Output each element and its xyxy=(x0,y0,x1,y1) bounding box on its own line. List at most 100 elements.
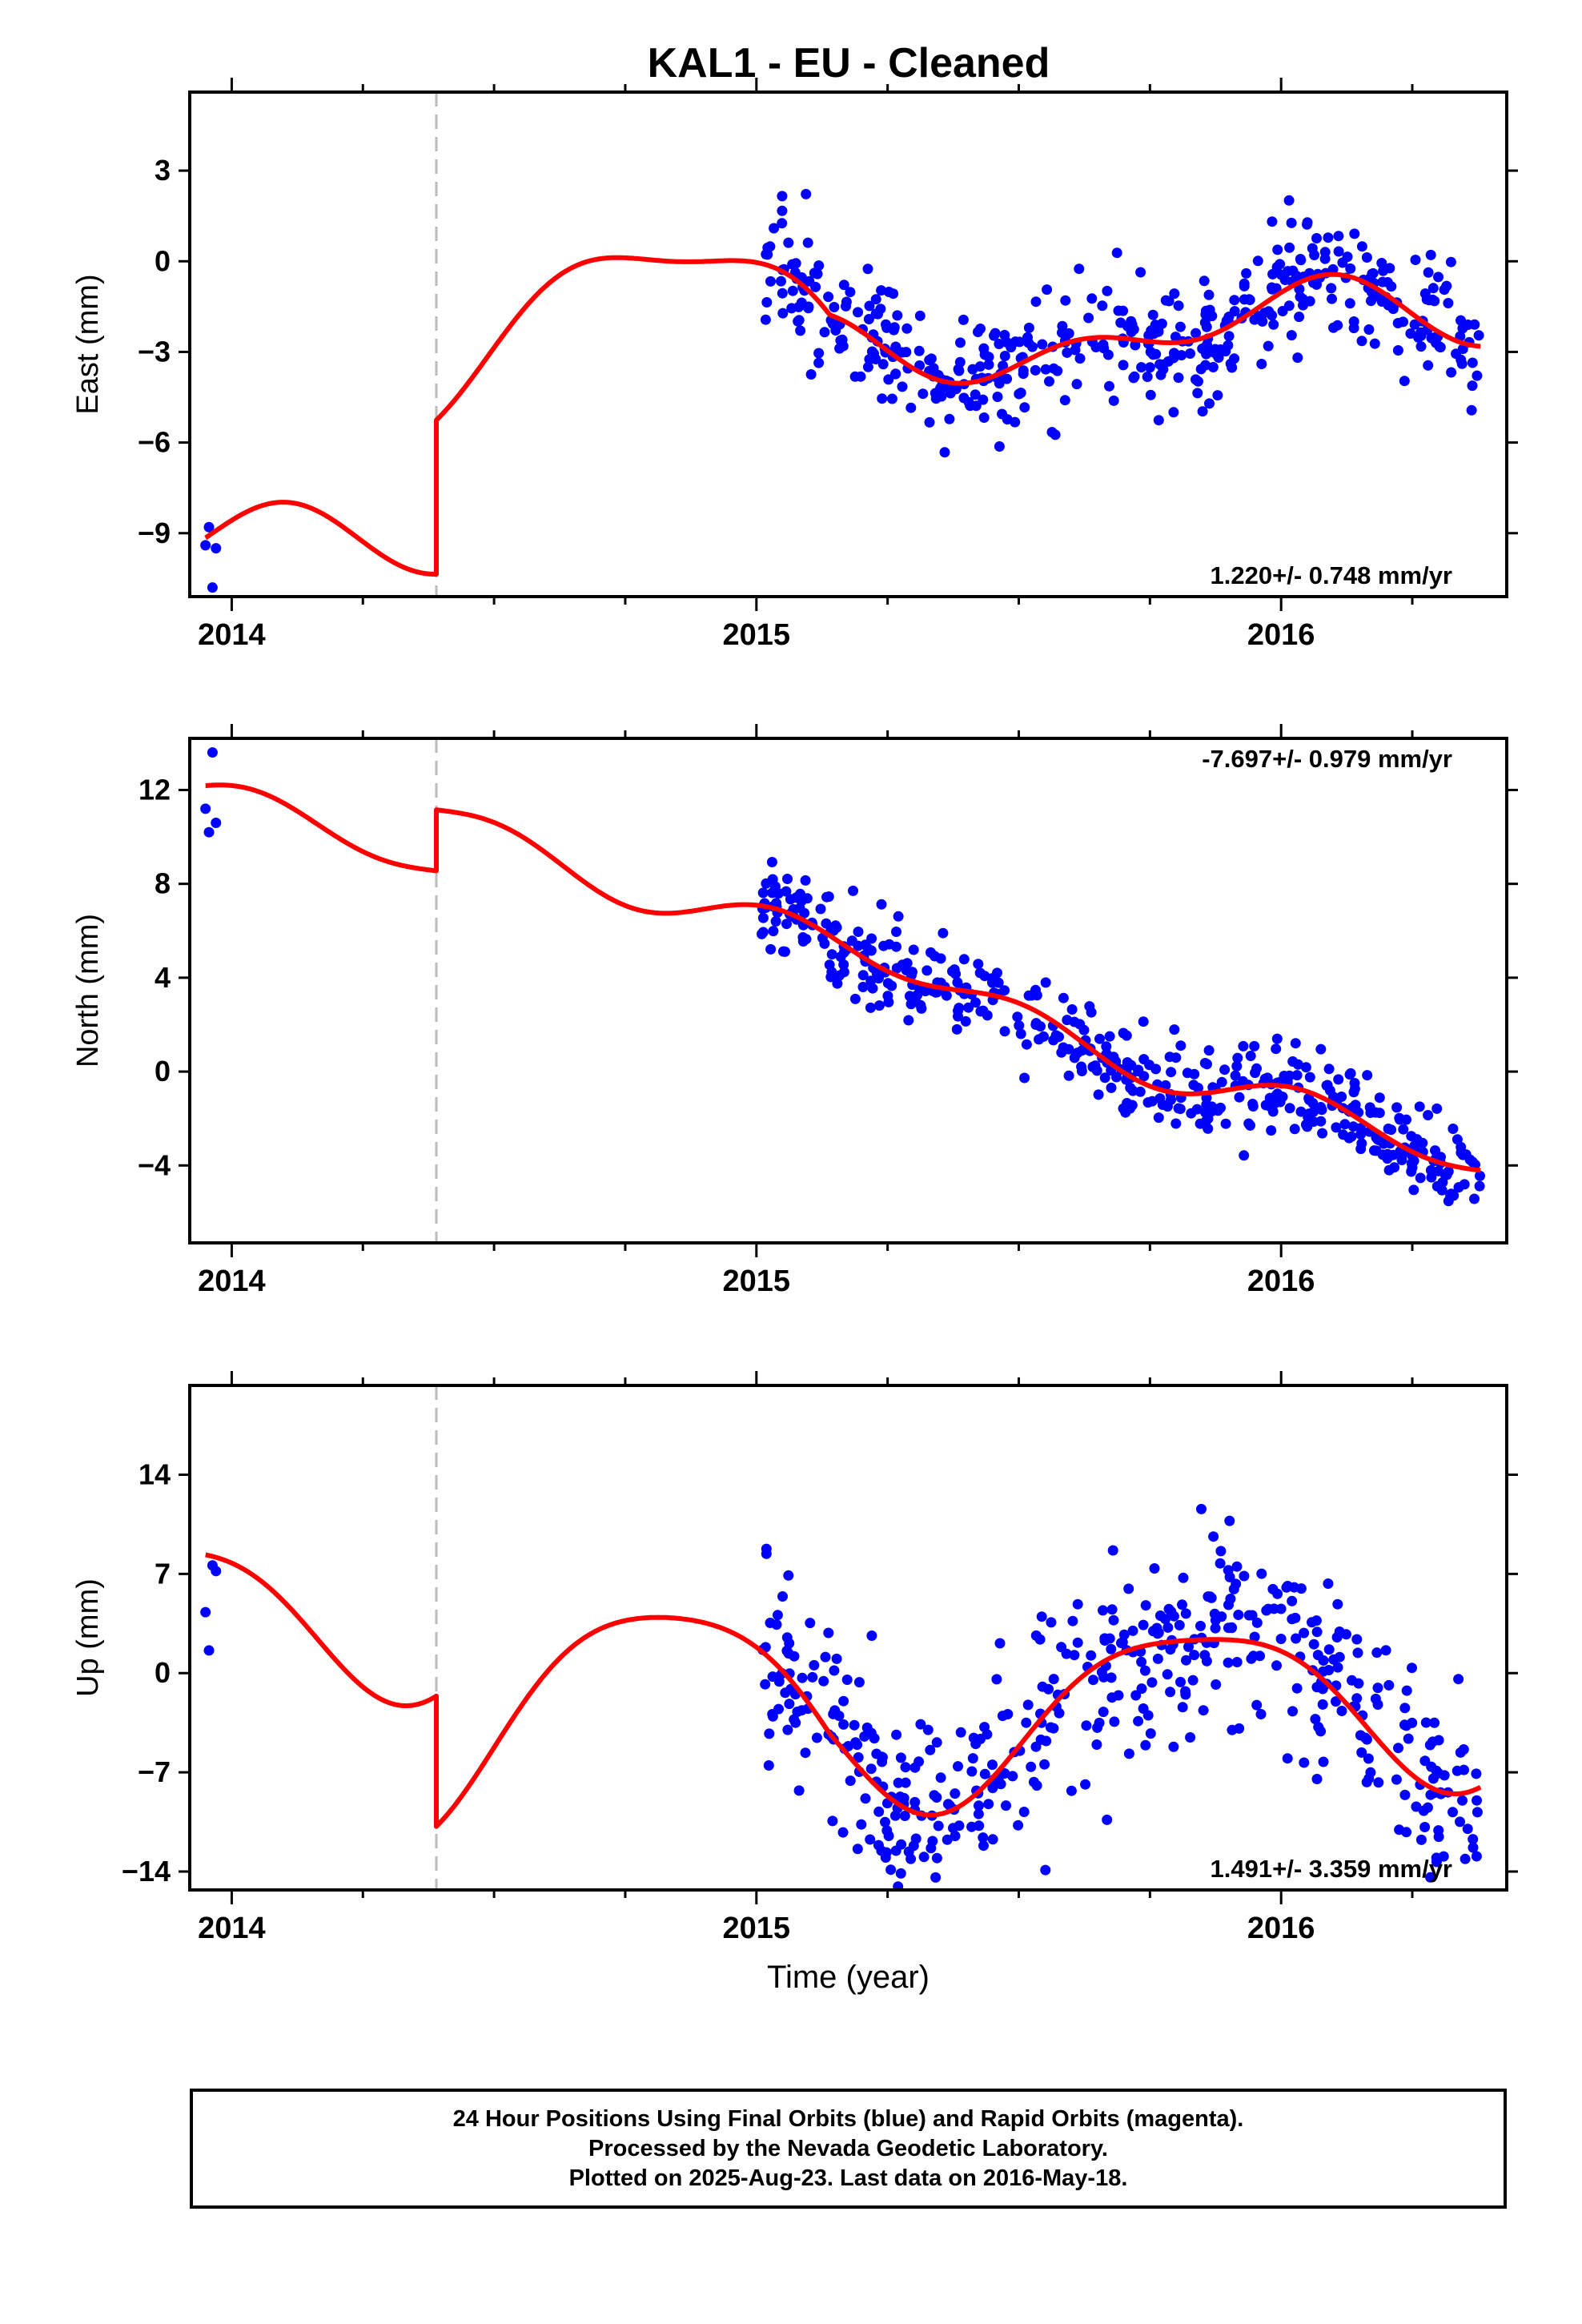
data-point xyxy=(1369,1145,1379,1156)
data-point xyxy=(900,1777,911,1788)
data-point xyxy=(1247,1099,1259,1109)
data-point xyxy=(1083,312,1094,324)
data-point xyxy=(1434,341,1445,352)
data-point xyxy=(987,1759,998,1771)
data-point xyxy=(1040,364,1051,375)
data-point xyxy=(1180,1608,1191,1619)
data-point xyxy=(893,911,904,922)
data-point xyxy=(1286,217,1297,228)
data-point xyxy=(1443,298,1454,308)
data-point xyxy=(974,1800,984,1811)
data-point xyxy=(1034,1034,1045,1045)
data-point xyxy=(1106,1082,1117,1093)
data-point xyxy=(1168,407,1179,418)
data-point xyxy=(903,1015,914,1026)
data-point xyxy=(1229,295,1240,306)
data-point xyxy=(1037,339,1048,350)
y-tick-label: 0 xyxy=(155,1656,171,1689)
data-point xyxy=(1433,1767,1444,1779)
data-point xyxy=(1423,1110,1434,1120)
data-point xyxy=(1164,1051,1175,1063)
data-point xyxy=(983,1799,994,1810)
data-point xyxy=(1308,1106,1319,1117)
data-point xyxy=(1203,1045,1215,1056)
data-point xyxy=(1410,255,1421,265)
data-point xyxy=(1317,1699,1328,1710)
data-point xyxy=(1456,358,1468,369)
data-point xyxy=(1361,1734,1372,1745)
footer-line-1: 24 Hour Positions Using Final Orbits (bl… xyxy=(452,2105,1244,2132)
data-point xyxy=(1308,1638,1319,1650)
data-point xyxy=(1341,1629,1351,1640)
data-point xyxy=(1370,1693,1381,1704)
data-point xyxy=(841,296,852,308)
data-point xyxy=(1128,324,1139,335)
data-point xyxy=(1130,1690,1142,1701)
data-point xyxy=(1374,1108,1385,1119)
data-point xyxy=(1019,402,1030,413)
data-point xyxy=(986,973,998,984)
data-point xyxy=(1271,1043,1282,1055)
data-point xyxy=(1259,308,1270,319)
data-point xyxy=(1287,1056,1299,1067)
data-point xyxy=(916,1003,927,1014)
data-point xyxy=(777,287,788,299)
data-point xyxy=(1099,1072,1110,1084)
data-point xyxy=(1241,267,1252,279)
data-point xyxy=(1224,1515,1235,1526)
data-point xyxy=(1231,1657,1243,1667)
data-point xyxy=(1287,1706,1298,1717)
data-point xyxy=(1282,1753,1293,1764)
data-point xyxy=(1166,1067,1177,1078)
data-point xyxy=(978,394,989,405)
data-point xyxy=(1426,332,1437,344)
data-point xyxy=(1406,1131,1417,1142)
data-point xyxy=(1202,1059,1212,1070)
data-point xyxy=(1108,395,1119,406)
data-point xyxy=(211,817,222,828)
data-point xyxy=(999,1026,1010,1037)
data-point xyxy=(1351,1634,1363,1645)
data-point xyxy=(1030,296,1042,308)
data-point xyxy=(999,985,1010,996)
data-point xyxy=(1127,1625,1138,1636)
data-point xyxy=(873,1000,885,1011)
data-point xyxy=(1295,255,1307,266)
data-point xyxy=(837,340,849,352)
data-point xyxy=(1467,380,1478,392)
data-points-north xyxy=(200,747,1485,1207)
data-point xyxy=(953,1011,963,1022)
model-curve-east xyxy=(203,255,1481,577)
data-point xyxy=(889,322,900,333)
data-point xyxy=(866,1630,877,1641)
data-point xyxy=(1091,1065,1102,1076)
data-point xyxy=(1333,246,1344,257)
data-point xyxy=(893,1881,904,1890)
data-point xyxy=(970,997,981,1008)
data-point xyxy=(891,1729,902,1740)
chart-title: KAL1 - EU - Cleaned xyxy=(648,40,1050,86)
data-point xyxy=(1356,336,1367,347)
data-point xyxy=(211,543,222,554)
data-point xyxy=(908,944,919,955)
data-point xyxy=(1255,1709,1267,1719)
data-point xyxy=(1170,1118,1182,1129)
data-point xyxy=(979,1768,990,1779)
y-tick-label: 0 xyxy=(155,1055,171,1088)
data-point xyxy=(1462,1823,1473,1835)
data-point xyxy=(797,936,809,947)
data-point xyxy=(1136,362,1147,373)
data-point xyxy=(1232,1052,1243,1063)
y-axis-label: North (mm) xyxy=(71,914,105,1068)
data-point xyxy=(1189,1650,1200,1661)
data-point xyxy=(777,218,788,229)
data-point xyxy=(1030,364,1041,376)
data-point xyxy=(1275,1096,1286,1108)
data-point xyxy=(1074,353,1086,364)
data-point xyxy=(933,1820,944,1831)
data-point xyxy=(1315,1116,1327,1127)
data-point xyxy=(987,1783,998,1794)
plot-frame-east xyxy=(188,90,1508,598)
data-point xyxy=(832,978,843,989)
data-point xyxy=(1149,1563,1160,1574)
